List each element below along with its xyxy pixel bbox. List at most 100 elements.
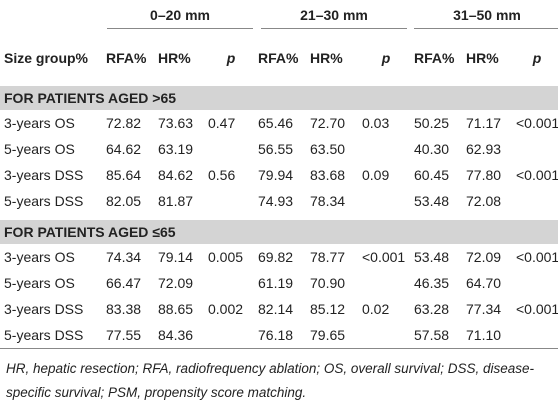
data-cell: 71.10 [462,322,512,349]
column-header: RFA% [254,36,306,84]
data-cell: 74.93 [258,193,294,209]
data-cell [358,270,410,296]
data-cell: 85.64 [106,167,142,183]
column-header: Size group% [0,36,102,84]
data-row: 5-years OS 64.62 63.19 56.55 63.50 40.30 62.93 [0,136,558,162]
data-cell: 83.38 [106,301,142,317]
data-cell: 72.09 [158,275,194,291]
section-row: FOR PATIENTS AGED >65 [0,80,558,110]
data-cell [358,322,410,349]
data-row: 3-years DSS 85.64 84.62 0.56 79.94 83.68 0.09 6… [0,162,558,188]
table-body: 0–20 mm 21–30 mm 31–50 mm Size group% RFA% HR… [0,0,558,349]
data-cell: 40.30 [414,141,450,157]
data-cell: 65.46 [258,115,294,131]
data-cell: 0.09 [362,167,390,183]
row-label: 3-years DSS [4,167,84,183]
data-cell: 77.80 [466,167,502,183]
data-cell: 82.05 [106,193,142,209]
data-cell: 63.19 [158,141,194,157]
data-cell: 84.36 [154,322,204,349]
data-cell: 81.87 [158,193,194,209]
data-cell: 69.82 [258,249,294,265]
data-cell: 64.62 [106,141,142,157]
column-header: HR% [462,36,512,84]
column-header: p [512,36,558,84]
data-cell: 0.02 [362,301,390,317]
data-cell: 79.65 [306,322,358,349]
header-row: Size group% RFA% HR% p RFA% HR% p RFA% HR% p [0,36,558,84]
data-cell [512,322,558,349]
column-header: RFA% [410,36,462,84]
row-label: 3-years DSS [4,301,84,317]
data-cell: 88.65 [158,301,194,317]
group-label: 21–30 mm [261,7,407,29]
data-cell: <0.001 [362,249,406,265]
row-label: 3-years OS [4,249,75,265]
data-cell: 0.005 [208,249,244,265]
data-row: 3-years OS 74.34 79.14 0.005 69.82 78.77 <0.00… [0,244,558,270]
data-cell: 78.34 [310,193,346,209]
data-cell: 56.55 [258,141,294,157]
data-cell: 0.03 [362,115,390,131]
data-row: 3-years OS 72.82 73.63 0.47 65.46 72.70 0.03 50… [0,110,558,136]
data-cell: <0.001 [516,167,558,183]
data-cell: 63.50 [310,141,346,157]
data-cell [512,270,558,296]
results-table: 0–20 mm 21–30 mm 31–50 mm Size group% RFA% HR… [0,0,558,349]
data-cell [204,322,254,349]
group-label: 0–20 mm [107,7,253,29]
data-row: 5-years OS 66.47 72.09 61.19 70.90 46.35 64.70 [0,270,558,296]
row-label: 5-years OS [4,141,75,157]
data-cell: 72.09 [466,249,502,265]
data-cell: 78.77 [310,249,346,265]
data-cell: 85.12 [310,301,346,317]
data-cell: 72.82 [106,115,142,131]
data-cell [358,188,410,217]
data-cell [358,136,410,162]
row-label: 5-years DSS [0,322,102,349]
data-cell [512,136,558,162]
data-cell [204,270,254,296]
data-cell: 0.56 [208,167,236,183]
data-cell: 84.62 [158,167,194,183]
column-header: p [358,36,410,84]
data-cell: 82.14 [258,301,294,317]
data-cell: 77.55 [102,322,154,349]
data-cell: 79.14 [158,249,194,265]
data-cell: 0.002 [208,301,244,317]
data-cell: 61.19 [258,275,294,291]
row-label: 5-years OS [4,275,75,291]
data-cell: <0.001 [516,249,558,265]
group-cell: 31–50 mm [410,0,558,36]
group-label: 31–50 mm [414,7,558,29]
data-cell: 76.18 [254,322,306,349]
data-cell: 71.17 [466,115,502,131]
column-header: HR% [154,36,204,84]
section-title: FOR PATIENTS AGED >65 [0,80,558,110]
data-cell: 64.70 [466,275,502,291]
data-cell: 72.70 [310,115,346,131]
data-row: 5-years DSS 82.05 81.87 74.93 78.34 53.48 72.0… [0,188,558,217]
data-cell: 66.47 [106,275,142,291]
data-cell: 50.25 [414,115,450,131]
data-cell [512,188,558,217]
column-header: HR% [306,36,358,84]
group-cell: 0–20 mm [102,0,254,36]
data-cell: <0.001 [516,115,558,131]
data-row: 3-years DSS 83.38 88.65 0.002 82.14 85.12 0.02… [0,296,558,322]
data-cell: 46.35 [414,275,450,291]
section-row: FOR PATIENTS AGED ≤65 [0,214,558,244]
data-cell: 73.63 [158,115,194,131]
row-label: 3-years OS [4,115,75,131]
data-cell: <0.001 [516,301,558,317]
group-cell: 21–30 mm [254,0,410,36]
data-row: 5-years DSS 77.55 84.36 76.18 79.65 57.58 71.1… [0,322,558,349]
data-cell: 74.34 [106,249,142,265]
data-cell: 53.48 [414,249,450,265]
data-cell: 0.47 [208,115,236,131]
data-cell: 60.45 [414,167,450,183]
data-cell: 83.68 [310,167,346,183]
column-header: p [204,36,254,84]
data-cell: 53.48 [414,193,450,209]
